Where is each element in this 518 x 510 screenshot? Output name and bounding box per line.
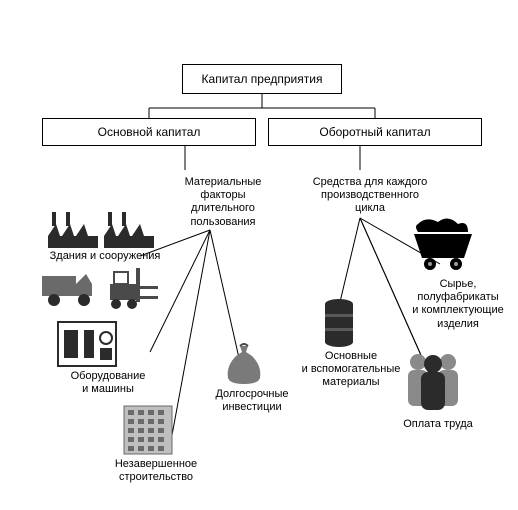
truck-icon bbox=[40, 268, 100, 308]
left-sub-label: Материальныефакторыдлительногопользовани… bbox=[168, 176, 278, 229]
labor-label: Оплата труда bbox=[388, 418, 488, 431]
forklift-icon bbox=[104, 266, 164, 310]
moneybag-icon bbox=[222, 342, 266, 386]
materials-label: Основныеи вспомогательныематериалы bbox=[286, 350, 416, 390]
left-box: Основной капитал bbox=[42, 118, 256, 146]
right-box: Оборотный капитал bbox=[268, 118, 482, 146]
buildings-label: Здания и сооружения bbox=[40, 250, 170, 263]
left-box-label: Основной капитал bbox=[98, 125, 201, 139]
raw-label: Сырье,полуфабрикатыи комплектующиеиздели… bbox=[398, 278, 518, 331]
barrel-icon bbox=[322, 298, 356, 348]
equipment-label: Оборудованиеи машины bbox=[58, 370, 158, 396]
right-box-label: Оборотный капитал bbox=[319, 125, 430, 139]
investments-label: Долгосрочныеинвестиции bbox=[202, 388, 302, 414]
right-sub-label: Средства для каждогопроизводственногоцик… bbox=[290, 176, 450, 216]
unfinished-label: Незавершенноестроительство bbox=[96, 458, 216, 484]
minecart-icon bbox=[408, 218, 478, 272]
building-icon bbox=[120, 404, 176, 456]
factory-icon bbox=[46, 206, 156, 250]
machine-icon bbox=[56, 320, 118, 368]
diagram-stage: Капитал предприятия Основной капитал Обо… bbox=[0, 0, 518, 510]
people-icon bbox=[400, 352, 466, 412]
root-box: Капитал предприятия bbox=[182, 64, 342, 94]
root-box-label: Капитал предприятия bbox=[202, 72, 323, 86]
